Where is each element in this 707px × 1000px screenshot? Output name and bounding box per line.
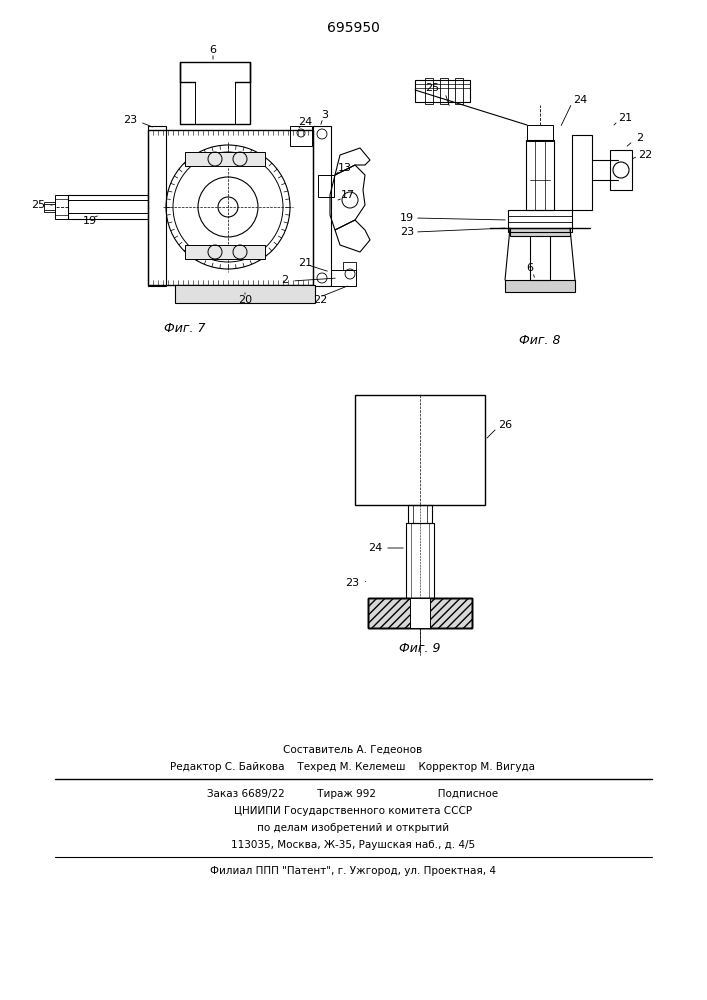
Bar (415, 80, 470, 102)
Text: 6: 6 (209, 45, 216, 55)
Text: Фиг. 8: Фиг. 8 (519, 334, 561, 347)
Bar (526, 140, 554, 210)
Bar (413, 505, 427, 523)
Bar (572, 135, 592, 210)
Bar (185, 245, 265, 259)
Text: Составитель А. Гедеонов: Составитель А. Гедеонов (284, 745, 423, 755)
Bar (318, 175, 334, 197)
Text: 17: 17 (341, 190, 355, 200)
Text: 13: 13 (338, 163, 352, 173)
Bar (610, 150, 632, 190)
Text: ЦНИИПИ Государственного комитета СССР: ЦНИИПИ Государственного комитета СССР (234, 806, 472, 816)
Bar (406, 523, 434, 598)
Text: 24: 24 (368, 543, 382, 553)
Text: Редактор С. Байкова    Техред М. Келемеш    Корректор М. Вигуда: Редактор С. Байкова Техред М. Келемеш Ко… (170, 762, 535, 772)
Bar (510, 228, 570, 236)
Bar (455, 78, 463, 104)
Bar (148, 126, 166, 286)
Bar (331, 270, 356, 286)
Text: 6: 6 (527, 263, 534, 273)
Bar (180, 62, 250, 124)
Bar (368, 598, 472, 628)
Text: 22: 22 (313, 295, 327, 305)
Bar (530, 235, 550, 280)
Bar (343, 262, 356, 270)
Bar (290, 126, 312, 146)
Bar (508, 210, 572, 232)
Text: Филиал ППП "Патент", г. Ужгород, ул. Проектная, 4: Филиал ППП "Патент", г. Ужгород, ул. Про… (210, 866, 496, 876)
Text: 2: 2 (636, 133, 643, 143)
Bar (527, 125, 553, 141)
Bar (368, 598, 472, 628)
Text: 24: 24 (298, 117, 312, 127)
Bar (440, 78, 448, 104)
Bar (425, 78, 433, 104)
Text: Фиг. 7: Фиг. 7 (164, 322, 206, 334)
Text: 19: 19 (83, 216, 97, 226)
Bar (185, 152, 265, 166)
Text: 21: 21 (618, 113, 632, 123)
Text: 23: 23 (123, 115, 137, 125)
Bar (408, 505, 432, 523)
Text: по делам изобретений и открытий: по делам изобретений и открытий (257, 823, 449, 833)
Text: 22: 22 (638, 150, 652, 160)
Bar (355, 395, 485, 505)
Bar (55, 195, 68, 219)
Text: 25: 25 (31, 200, 45, 210)
Bar (313, 126, 331, 286)
Text: 23: 23 (345, 578, 359, 588)
Text: 20: 20 (238, 295, 252, 305)
Text: 113035, Москва, Ж-35, Раушская наб., д. 4/5: 113035, Москва, Ж-35, Раушская наб., д. … (231, 840, 475, 850)
Text: 24: 24 (573, 95, 587, 105)
Bar (410, 598, 430, 628)
Text: 23: 23 (400, 227, 414, 237)
Text: 2: 2 (281, 275, 288, 285)
Text: 695950: 695950 (327, 21, 380, 35)
Bar (148, 130, 313, 285)
Text: 26: 26 (498, 420, 512, 430)
Text: 19: 19 (400, 213, 414, 223)
Text: 25: 25 (425, 83, 439, 93)
Text: 3: 3 (322, 110, 329, 120)
Text: Заказ 6689/22          Тираж 992                   Подписное: Заказ 6689/22 Тираж 992 Подписное (207, 789, 498, 799)
Bar (505, 280, 575, 292)
Text: 21: 21 (298, 258, 312, 268)
Bar (368, 598, 472, 628)
Bar (68, 195, 148, 219)
Bar (44, 202, 55, 212)
Bar (175, 285, 315, 303)
Text: Фиг. 9: Фиг. 9 (399, 642, 440, 654)
